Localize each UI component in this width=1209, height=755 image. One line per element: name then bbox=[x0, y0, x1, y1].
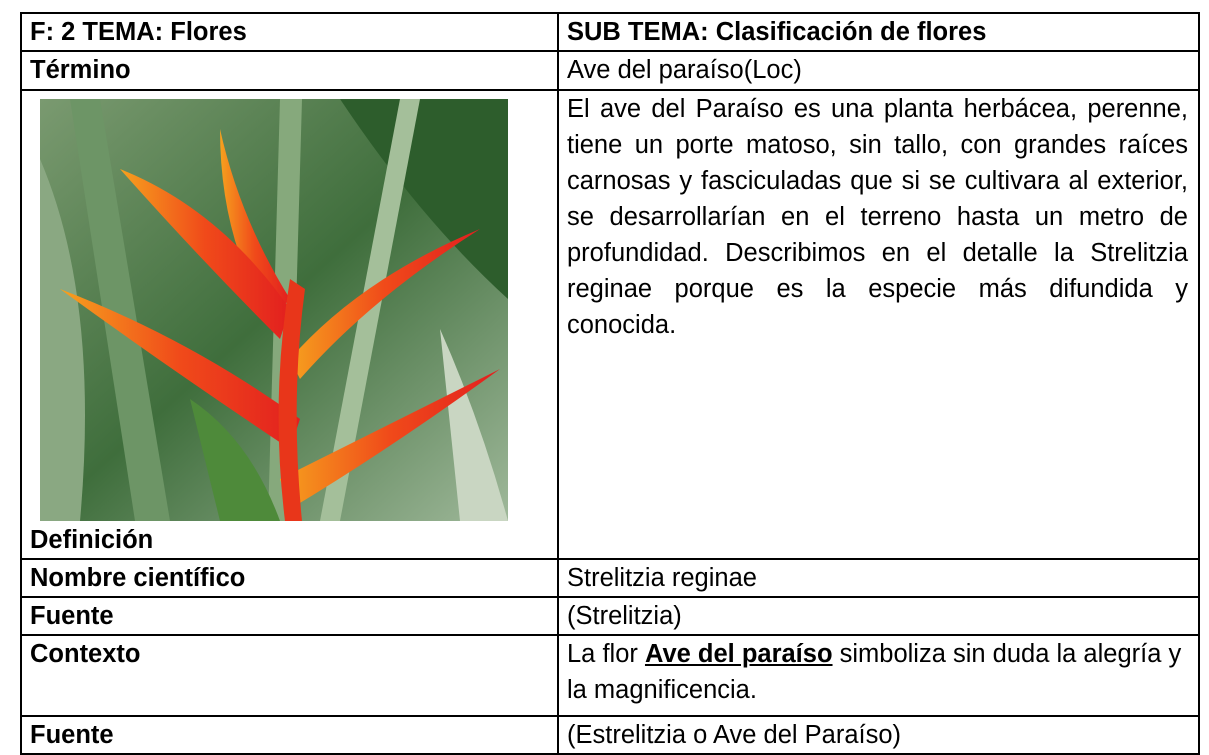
header-row: F: 2 TEMA: Flores SUB TEMA: Clasificació… bbox=[20, 12, 1200, 52]
text: simboliza sin duda la alegría y la magni… bbox=[567, 640, 1182, 704]
highlight: Ave del paraíso bbox=[644, 640, 833, 668]
value-cell: (Strelitzia) bbox=[557, 596, 1200, 636]
row: Fuente (Strelitzia) bbox=[20, 596, 1200, 636]
value-cell: (Estrelitzia o Ave del Paraíso) bbox=[557, 715, 1200, 755]
label-cell: Fuente bbox=[20, 715, 559, 755]
row: Término Ave del paraíso(Loc) bbox=[20, 50, 1200, 91]
row: Fuente (Estrelitzia o Ave del Paraíso) bbox=[20, 715, 1200, 755]
flower-image bbox=[40, 99, 508, 521]
value-cell: Ave del paraíso(Loc) bbox=[557, 50, 1200, 91]
header-cell: SUB TEMA: Clasificación de flores bbox=[557, 12, 1200, 52]
row: Definición El ave del Paraíso es una pla… bbox=[20, 89, 1200, 560]
label-cell: Fuente bbox=[20, 596, 559, 636]
label-cell: Nombre científico bbox=[20, 558, 559, 598]
row: Contexto La flor Ave del paraíso simboli… bbox=[20, 634, 1200, 717]
term-table: F: 2 TEMA: Flores SUB TEMA: Clasificació… bbox=[20, 12, 1200, 755]
header-cell: F: 2 TEMA: Flores bbox=[20, 12, 559, 52]
label-text: Definición bbox=[30, 526, 154, 554]
value-cell: El ave del Paraíso es una planta herbáce… bbox=[557, 89, 1200, 560]
text: La flor bbox=[567, 640, 638, 668]
label-cell: Contexto bbox=[20, 634, 559, 717]
value-cell: Strelitzia reginae bbox=[557, 558, 1200, 598]
row: Nombre científico Strelitzia reginae bbox=[20, 558, 1200, 598]
value-cell: La flor Ave del paraíso simboliza sin du… bbox=[557, 634, 1200, 717]
label-cell: Definición bbox=[20, 89, 559, 560]
label-cell: Término bbox=[20, 50, 559, 91]
